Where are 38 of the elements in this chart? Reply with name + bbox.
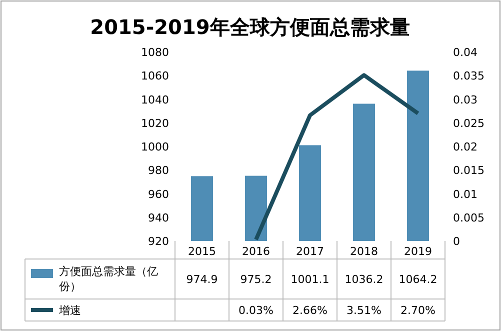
- legend-label: 方便面总需求量（亿份）: [59, 265, 158, 293]
- data-label: 975.2: [240, 273, 272, 286]
- x-tick-label: 2015: [188, 245, 216, 258]
- data-label: 974.9: [186, 273, 218, 286]
- data-label: 1036.2: [344, 273, 384, 286]
- data-label: 1001.1: [290, 273, 330, 286]
- y2-tick-label: 0.03: [453, 93, 478, 106]
- chart-title: 2015-2019年全球方便面总需求量: [90, 15, 410, 39]
- y2-tick-label: 0.01: [453, 188, 478, 201]
- y-tick-label: 960: [148, 188, 169, 201]
- data-label: 1064.2: [398, 273, 438, 286]
- y2-tick-label: 0.005: [453, 211, 484, 224]
- x-tick-label: 2018: [350, 245, 378, 258]
- y2-tick-label: 0.035: [453, 70, 484, 83]
- y-tick-label: 1020: [141, 116, 169, 130]
- data-label: 2.70%: [400, 304, 436, 317]
- x-tick-label: 2017: [296, 245, 324, 258]
- y-tick-label: 940: [148, 211, 169, 224]
- y-tick-label: 920: [148, 235, 169, 248]
- y2-tick-label: 0: [453, 235, 460, 248]
- y-tick-label: 980: [148, 164, 169, 178]
- y-tick-label: 1040: [141, 93, 169, 106]
- data-label: 3.51%: [346, 304, 382, 317]
- data-label: 0.03%: [238, 304, 274, 317]
- x-tick-label: 2019: [404, 245, 432, 258]
- y-tick-label: 1060: [141, 70, 169, 83]
- y-tick-label: 1000: [141, 140, 169, 154]
- data-label: 2.66%: [292, 304, 328, 317]
- y2-tick-label: 0.02: [453, 140, 478, 154]
- legend-label: 增速: [58, 304, 81, 317]
- y2-tick-label: 0.025: [453, 116, 484, 130]
- y2-tick-label: 0.015: [453, 164, 484, 178]
- legend-item: 增速: [31, 304, 81, 317]
- y-tick-label: 1080: [141, 46, 169, 59]
- line-series: [254, 73, 420, 242]
- y2-tick-label: 0.04: [453, 46, 478, 59]
- x-tick-label: 2016: [242, 245, 270, 258]
- legend-item: 方便面总需求量（亿份）: [31, 265, 158, 293]
